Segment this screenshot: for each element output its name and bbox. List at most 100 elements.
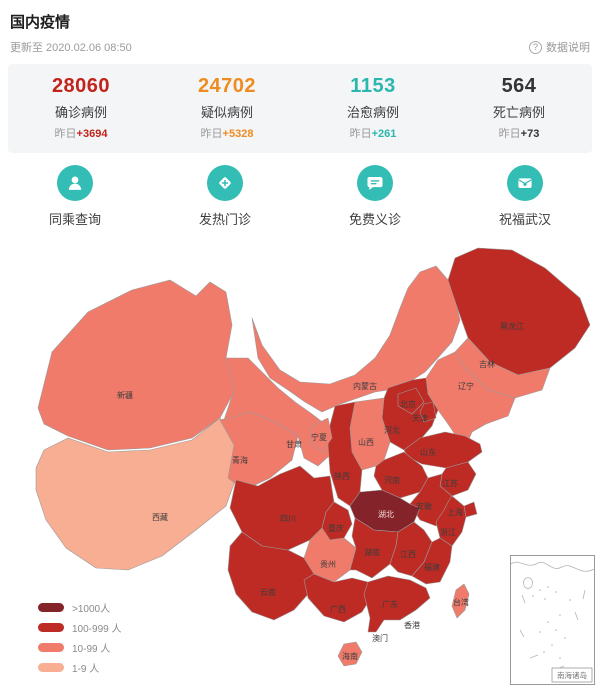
stat-cured[interactable]: 1153 治愈病例 昨日+261 xyxy=(300,75,446,141)
deaths-delta-prefix: 昨日 xyxy=(498,128,521,140)
province-label-hunan: 湖南 xyxy=(364,547,380,557)
stat-suspected[interactable]: 24702 疑似病例 昨日+5328 xyxy=(154,75,300,141)
province-guizhou[interactable] xyxy=(303,527,357,583)
province-fujian[interactable] xyxy=(411,537,453,585)
action-fever-clinic[interactable]: 发热门诊 xyxy=(150,165,300,228)
province-neimenggu[interactable] xyxy=(251,265,461,413)
province-hunan[interactable] xyxy=(349,517,399,579)
confirmed-value: 28060 xyxy=(51,75,111,97)
cured-value: 1153 xyxy=(350,75,396,97)
legend-swatch-1-9 xyxy=(38,663,64,672)
legend-swatch-100-999 xyxy=(38,623,64,632)
action-label: 祝福武汉 xyxy=(498,212,551,227)
first-aid-icon xyxy=(219,177,231,189)
province-label-shanxi: 山西 xyxy=(358,437,374,447)
deaths-label: 死亡病例 xyxy=(492,105,545,120)
province-label-anhui: 安徽 xyxy=(416,501,432,511)
province-label-xizang: 西藏 xyxy=(152,512,168,522)
chat-icon xyxy=(367,177,383,191)
mail-heart-icon xyxy=(518,178,532,188)
province-label-shandong: 山东 xyxy=(420,447,436,457)
province-label-jiangsu: 江苏 xyxy=(442,478,458,488)
legend-row: 1-9 人 xyxy=(38,660,121,675)
stats-panel: 28060 确诊病例 昨日+3694 24702 疑似病例 昨日+5328 11… xyxy=(8,64,592,153)
legend-swatch-gt1000 xyxy=(38,603,64,612)
deaths-value: 564 xyxy=(501,75,537,97)
action-free-consult[interactable]: 免费义诊 xyxy=(300,165,450,228)
china-choropleth-svg: 新疆 西藏 青海 甘肃 内蒙古 黑龙江 吉林 辽宁 河北 北京 天津 山西 山东… xyxy=(35,247,595,685)
header: 国内疫情 更新至 2020.02.06 08:50 ? 数据说明 xyxy=(0,0,600,55)
legend-row: >1000人 xyxy=(38,600,121,615)
province-label-henan: 河南 xyxy=(384,475,400,485)
update-time: 更新至 2020.02.06 08:50 xyxy=(10,42,132,54)
province-label-xinjiang: 新疆 xyxy=(117,390,133,400)
province-yunnan[interactable] xyxy=(227,531,315,621)
stat-confirmed[interactable]: 28060 确诊病例 昨日+3694 xyxy=(8,75,154,141)
confirmed-delta-prefix: 昨日 xyxy=(54,128,77,140)
map-legend: >1000人 100-999 人 10-99 人 1-9 人 xyxy=(38,595,121,675)
action-label: 同乘查询 xyxy=(48,212,101,227)
province-label-jilin: 吉林 xyxy=(479,359,495,369)
province-xizang[interactable] xyxy=(35,417,237,571)
province-label-guangxi: 广西 xyxy=(330,604,346,614)
province-beijing[interactable] xyxy=(397,387,425,415)
province-shanghai[interactable] xyxy=(463,501,478,518)
annotation-label-macau: 澳门 xyxy=(372,633,388,643)
legend-row: 100-999 人 xyxy=(38,620,121,635)
province-label-hebei: 河北 xyxy=(384,425,400,435)
confirmed-label: 确诊病例 xyxy=(54,105,107,120)
confirmed-delta: +3694 xyxy=(76,128,108,140)
action-bless-wuhan[interactable]: 祝福武汉 xyxy=(450,165,600,228)
province-label-tianjin: 天津 xyxy=(412,413,428,423)
province-label-shaanxi: 陕西 xyxy=(334,471,350,481)
cured-delta-prefix: 昨日 xyxy=(349,128,372,140)
province-label-fujian: 福建 xyxy=(424,562,440,572)
user-icon xyxy=(68,176,82,190)
suspected-value: 24702 xyxy=(197,75,257,97)
china-map: 新疆 西藏 青海 甘肃 内蒙古 黑龙江 吉林 辽宁 河北 北京 天津 山西 山东… xyxy=(0,240,600,693)
action-label: 发热门诊 xyxy=(198,212,251,227)
province-label-hubei: 湖北 xyxy=(378,510,394,519)
deaths-delta: +73 xyxy=(520,128,540,140)
province-taiwan[interactable] xyxy=(451,583,470,619)
province-label-ningxia: 宁夏 xyxy=(311,432,327,442)
page-title: 国内疫情 xyxy=(10,14,71,31)
province-shandong[interactable] xyxy=(403,431,483,469)
province-guangxi[interactable] xyxy=(303,573,373,623)
province-label-guangdong: 广东 xyxy=(382,599,398,609)
province-label-qinghai: 青海 xyxy=(232,455,248,465)
province-label-zhejiang: 浙江 xyxy=(440,527,456,537)
data-note-link[interactable]: ? 数据说明 xyxy=(529,39,590,55)
province-label-liaoning: 辽宁 xyxy=(458,381,474,391)
province-label-sichuan: 四川 xyxy=(280,514,296,523)
province-label-yunnan: 云南 xyxy=(260,587,276,597)
province-label-jiangxi: 江西 xyxy=(400,550,416,559)
cured-delta: +261 xyxy=(371,128,397,140)
suspected-label: 疑似病例 xyxy=(200,105,253,120)
question-circle-icon: ? xyxy=(529,40,542,54)
suspected-delta: +5328 xyxy=(222,128,254,140)
stat-deaths[interactable]: 564 死亡病例 昨日+73 xyxy=(446,75,592,141)
province-label-taiwan: 台湾 xyxy=(453,597,469,607)
province-guangdong[interactable] xyxy=(363,575,431,633)
province-tianjin[interactable] xyxy=(419,401,437,423)
province-label-chongqing: 重庆 xyxy=(328,523,344,533)
legend-swatch-10-99 xyxy=(38,643,64,652)
province-label-shanghai: 上海 xyxy=(447,507,463,517)
province-label-heilongjiang: 黑龙江 xyxy=(500,321,524,331)
legend-label: 100-999 人 xyxy=(72,624,122,635)
province-xinjiang[interactable] xyxy=(37,279,237,451)
legend-label: >1000人 xyxy=(72,604,111,615)
quick-actions: 同乘查询 发热门诊 免费义诊 祝福武汉 xyxy=(0,153,600,238)
data-note-label: 数据说明 xyxy=(546,42,590,54)
action-co-passenger[interactable]: 同乘查询 xyxy=(0,165,150,228)
annotation-label-hongkong: 香港 xyxy=(404,620,420,630)
action-label: 免费义诊 xyxy=(348,212,401,227)
province-label-gansu: 甘肃 xyxy=(286,439,302,449)
province-label-beijing: 北京 xyxy=(400,399,416,409)
legend-label: 1-9 人 xyxy=(72,664,100,675)
inset-label: 南海诸岛 xyxy=(557,670,587,680)
south-china-sea-inset: 南海诸岛 xyxy=(510,555,595,685)
province-ningxia[interactable] xyxy=(309,417,333,453)
province-label-neimenggu: 内蒙古 xyxy=(353,381,377,391)
